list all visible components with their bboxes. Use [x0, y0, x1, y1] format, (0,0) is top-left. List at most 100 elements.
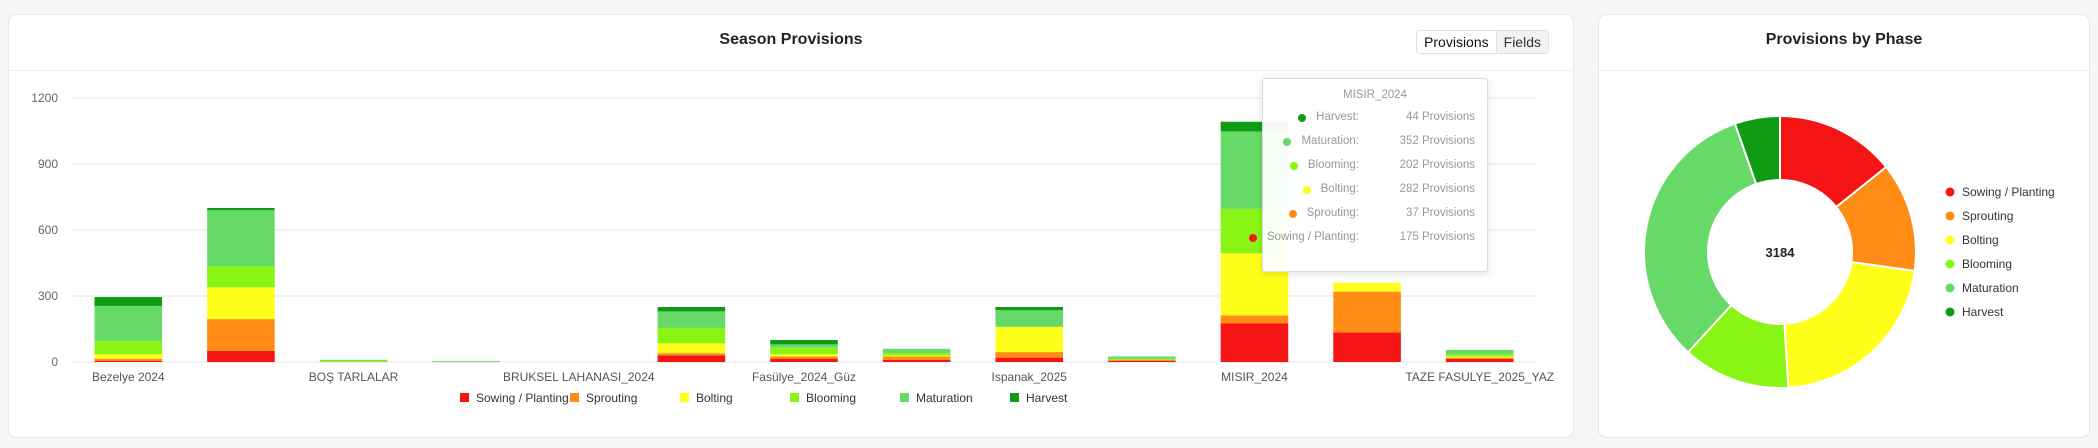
bar-segment[interactable] — [1445, 357, 1514, 359]
bar-segment[interactable] — [995, 307, 1064, 311]
x-tick-label: BOŞ TARLALAR — [309, 370, 399, 384]
bar-segment[interactable] — [995, 357, 1064, 362]
donut-legend-swatch — [1945, 259, 1955, 269]
legend-swatch — [790, 393, 799, 402]
bar-segment[interactable] — [770, 344, 838, 348]
bar-segment[interactable] — [94, 358, 163, 361]
bar-segment[interactable] — [207, 351, 275, 362]
donut-legend-item[interactable]: Bolting — [1962, 233, 1999, 247]
bar-segment[interactable] — [657, 355, 726, 362]
donut-legend-item[interactable]: Maturation — [1962, 281, 2019, 295]
x-tick-label: TAZE FASULYE_2025_YAZ — [1405, 370, 1554, 384]
bar-segment[interactable] — [94, 354, 163, 359]
bar-segment[interactable] — [1445, 354, 1514, 357]
bar-segment[interactable] — [657, 311, 726, 328]
bar-segment[interactable] — [1445, 349, 1514, 355]
bar-segment[interactable] — [995, 310, 1064, 327]
x-tick-label: Ispanak_2025 — [992, 370, 1068, 384]
provisions-toggle-button[interactable]: Provisions — [1417, 31, 1496, 53]
bar-segment[interactable] — [995, 326, 1064, 353]
bar-segment[interactable] — [207, 208, 275, 211]
y-tick-label: 600 — [38, 223, 58, 237]
donut-slice[interactable] — [1643, 122, 1758, 354]
bar-segment[interactable] — [770, 358, 838, 362]
tooltip-label: Sprouting: — [1306, 207, 1359, 219]
tooltip-row: Sprouting: 37 Provisions — [1263, 203, 1487, 227]
tooltip-label: Maturation: — [1301, 135, 1359, 147]
y-tick-label: 300 — [38, 289, 58, 303]
donut-slice[interactable] — [1783, 260, 1916, 389]
legend-item[interactable]: Sprouting — [586, 391, 637, 405]
bar-segment[interactable] — [995, 352, 1064, 358]
bar-segment[interactable] — [207, 266, 275, 288]
bar-segment[interactable] — [1220, 315, 1289, 324]
bar-segment[interactable] — [770, 340, 838, 345]
bar-segment[interactable] — [207, 319, 275, 351]
bar-segment[interactable] — [657, 307, 726, 312]
legend-item[interactable]: Maturation — [916, 391, 973, 405]
legend-swatch — [900, 393, 909, 402]
bar-segment[interactable] — [1108, 358, 1176, 360]
bar-segment[interactable] — [319, 360, 388, 362]
bar-segment[interactable] — [882, 356, 951, 360]
legend-item[interactable]: Sowing / Planting — [476, 391, 569, 405]
legend-item[interactable]: Harvest — [1026, 391, 1068, 405]
x-tick-label: BRUKSEL LAHANASI_2024 — [503, 370, 655, 384]
bar-segment[interactable] — [657, 353, 726, 356]
bar-segment[interactable] — [207, 210, 275, 267]
bar-segment[interactable] — [94, 341, 163, 355]
tooltip-dot — [1298, 114, 1307, 122]
donut-slice[interactable] — [1733, 114, 1781, 186]
bar-segment[interactable] — [1333, 332, 1401, 362]
phase-card-header: Provisions by Phase — [1599, 15, 2089, 71]
bar-segment[interactable] — [882, 348, 951, 354]
bar-segment[interactable] — [207, 287, 275, 320]
donut-legend-item[interactable]: Sprouting — [1962, 209, 2013, 223]
bar-segment[interactable] — [770, 356, 838, 359]
chart-tooltip: MISIR_2024 Harvest: 44 Provisions Maturati… — [1248, 78, 1488, 272]
donut-legend-item[interactable]: Sowing / Planting — [1962, 185, 2055, 199]
bar-segment[interactable] — [1220, 323, 1289, 363]
donut-legend-item[interactable]: Blooming — [1962, 257, 2012, 271]
legend-swatch — [570, 393, 579, 402]
tooltip-dot — [1288, 210, 1297, 218]
legend-item[interactable]: Blooming — [806, 391, 856, 405]
bar-segment[interactable] — [770, 347, 838, 355]
tooltip-row: Blooming: 202 Provisions — [1263, 155, 1487, 179]
bar-segment[interactable] — [1445, 356, 1514, 358]
bar-segment[interactable] — [1333, 291, 1401, 333]
donut-legend-swatch — [1945, 187, 1955, 197]
bar-segment[interactable] — [882, 355, 951, 357]
phase-chart-title: Provisions by Phase — [1765, 31, 1923, 48]
bar-segment[interactable] — [657, 343, 726, 354]
donut-legend-item[interactable]: Harvest — [1962, 305, 2004, 319]
phase-donut-chart: 3184 Sowing / Planting Sprouting Bolting Blo… — [1643, 114, 2055, 389]
legend-swatch — [680, 393, 689, 402]
bar-segment[interactable] — [1333, 282, 1401, 292]
bar-segment[interactable] — [1108, 356, 1176, 359]
tooltip-value: 44 Provisions — [1405, 111, 1475, 123]
tooltip-label: Bolting: — [1320, 183, 1359, 195]
tooltip-label: Harvest: — [1316, 111, 1359, 123]
bar-segment[interactable] — [770, 354, 838, 357]
bar-segment[interactable] — [1220, 121, 1289, 132]
bar-segment[interactable] — [1445, 358, 1514, 362]
bar-segment[interactable] — [319, 359, 388, 361]
bar-segment[interactable] — [882, 359, 951, 362]
x-tick-label: Fasülye_2024_Güz — [752, 370, 856, 384]
legend-item[interactable]: Bolting — [696, 391, 733, 405]
bar-segment[interactable] — [882, 353, 951, 356]
x-tick-label: Bezelye 2024 — [92, 370, 165, 384]
bar-segment[interactable] — [1108, 359, 1176, 361]
bar-segment[interactable] — [94, 297, 163, 306]
bar-segment[interactable] — [94, 305, 163, 342]
bar-segment[interactable] — [657, 327, 726, 344]
donut-legend-swatch — [1945, 307, 1955, 317]
donut-center-total: 3184 — [1766, 245, 1796, 260]
bar-segment[interactable] — [94, 360, 163, 362]
bar-segment[interactable] — [1108, 360, 1176, 362]
fields-toggle-button[interactable]: Fields — [1495, 31, 1548, 53]
tooltip-value: 175 Provisions — [1399, 231, 1475, 243]
season-card-header: Season Provisions Provisions Fields — [9, 15, 1573, 71]
bar-segment[interactable] — [432, 360, 500, 362]
